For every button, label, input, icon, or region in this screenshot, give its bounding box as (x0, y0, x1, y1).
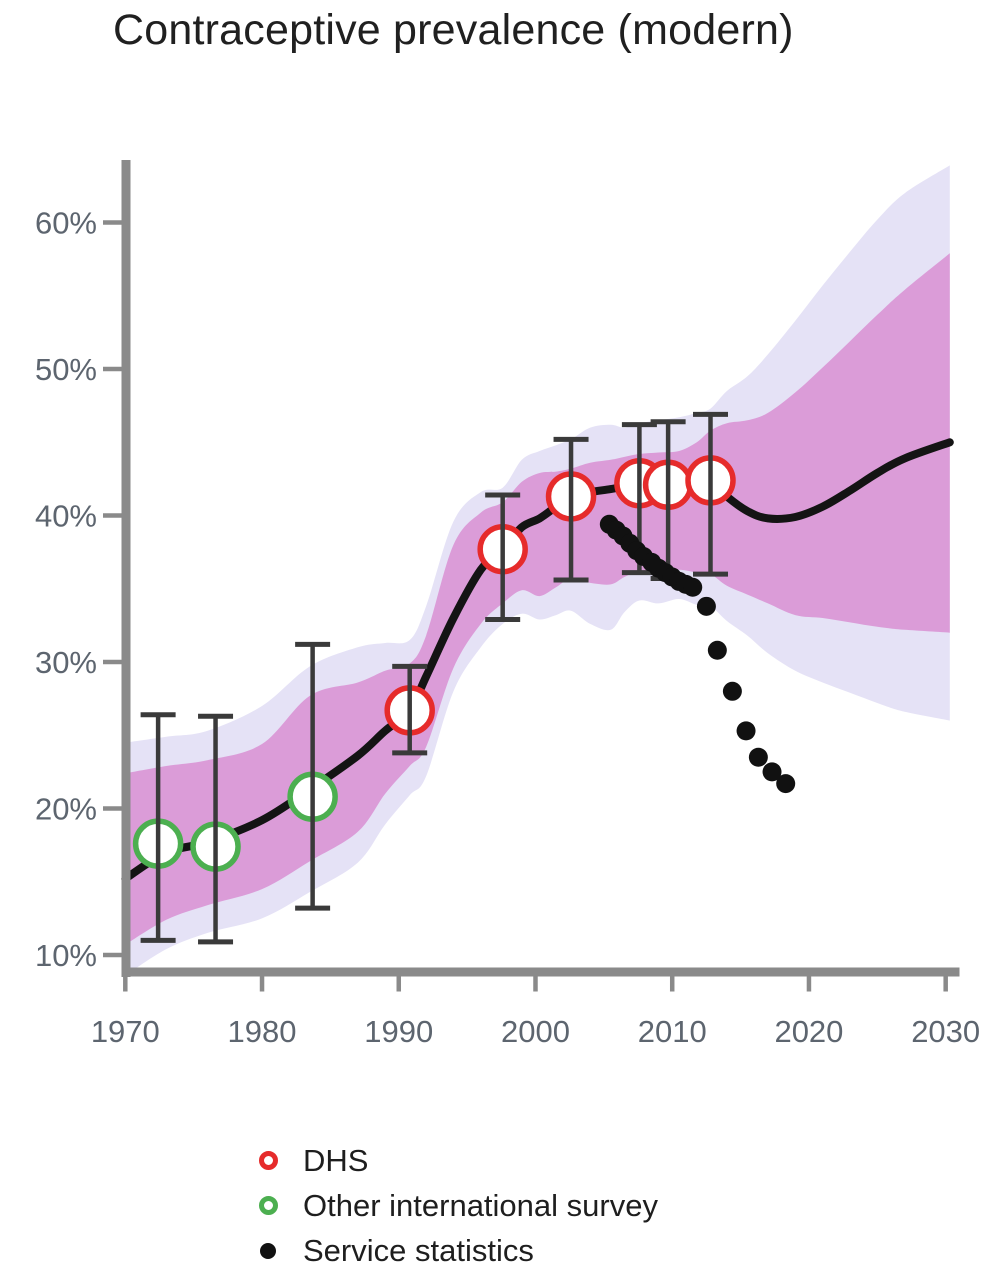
dhs-marker-box (253, 1146, 283, 1176)
service-statistics-dot (736, 721, 756, 741)
y-tick-label: 30% (35, 645, 97, 680)
service-statistics-dot (683, 577, 703, 597)
y-tick (103, 952, 122, 958)
x-tick-label: 1970 (91, 1014, 160, 1049)
legend-item-service-statistics: Service statistics (253, 1228, 658, 1273)
chart-title: Contraceptive prevalence (modern) (113, 6, 794, 54)
service-statistics-dot (776, 774, 796, 794)
x-tick (123, 976, 128, 992)
service-statistics-marker-box (253, 1236, 283, 1266)
service-statistics-dot (748, 747, 768, 767)
legend-label-dhs: DHS (303, 1142, 369, 1178)
dhs-open-circle-icon (258, 1151, 278, 1170)
x-tick-label: 2030 (911, 1014, 980, 1049)
legend-label-service-statistics: Service statistics (303, 1232, 534, 1268)
service-statistics-dot (696, 596, 716, 616)
y-tick (103, 806, 122, 811)
y-tick-label: 10% (35, 938, 97, 973)
service-statistics-dot (707, 640, 727, 660)
y-tick (103, 366, 122, 372)
y-tick-label: 20% (35, 792, 97, 827)
legend-item-other-survey: Other international survey (253, 1183, 658, 1228)
x-tick (806, 976, 812, 992)
service-statistics-dot-icon (260, 1242, 276, 1259)
error-bars (140, 411, 729, 945)
confidence-bands (125, 165, 950, 972)
service-statistics-dot (722, 681, 742, 701)
other-survey-marker-box (253, 1191, 283, 1221)
x-tick (259, 976, 265, 992)
x-tick-label: 1980 (228, 1014, 297, 1049)
y-tick (103, 659, 122, 665)
x-tick (943, 976, 948, 992)
x-tick-label: 1990 (364, 1014, 433, 1049)
service-statistics-dot (762, 762, 782, 782)
legend: DHS Other international survey Service s… (253, 1138, 658, 1273)
x-tick-label: 2010 (638, 1014, 707, 1049)
x-axis-line (121, 967, 960, 977)
x-tick (396, 976, 402, 992)
y-tick-label: 60% (35, 206, 97, 241)
axes: 10% 20% 30% 40% 50% 60% 1970 1980 1990 2000 2010 20… (35, 160, 980, 1049)
legend-item-dhs: DHS (253, 1138, 658, 1183)
service-statistics-dots (599, 514, 796, 794)
y-axis-line (121, 160, 131, 977)
x-tick-label: 2020 (774, 1014, 843, 1049)
x-tick (669, 976, 675, 992)
y-tick-label: 50% (35, 352, 97, 387)
y-tick-label: 40% (35, 499, 97, 534)
x-tick (533, 976, 538, 992)
y-tick (103, 220, 122, 225)
y-tick (103, 513, 122, 518)
legend-label-other-survey: Other international survey (303, 1187, 658, 1223)
x-tick-label: 2000 (501, 1014, 570, 1049)
other-survey-open-circle-icon (258, 1196, 278, 1215)
